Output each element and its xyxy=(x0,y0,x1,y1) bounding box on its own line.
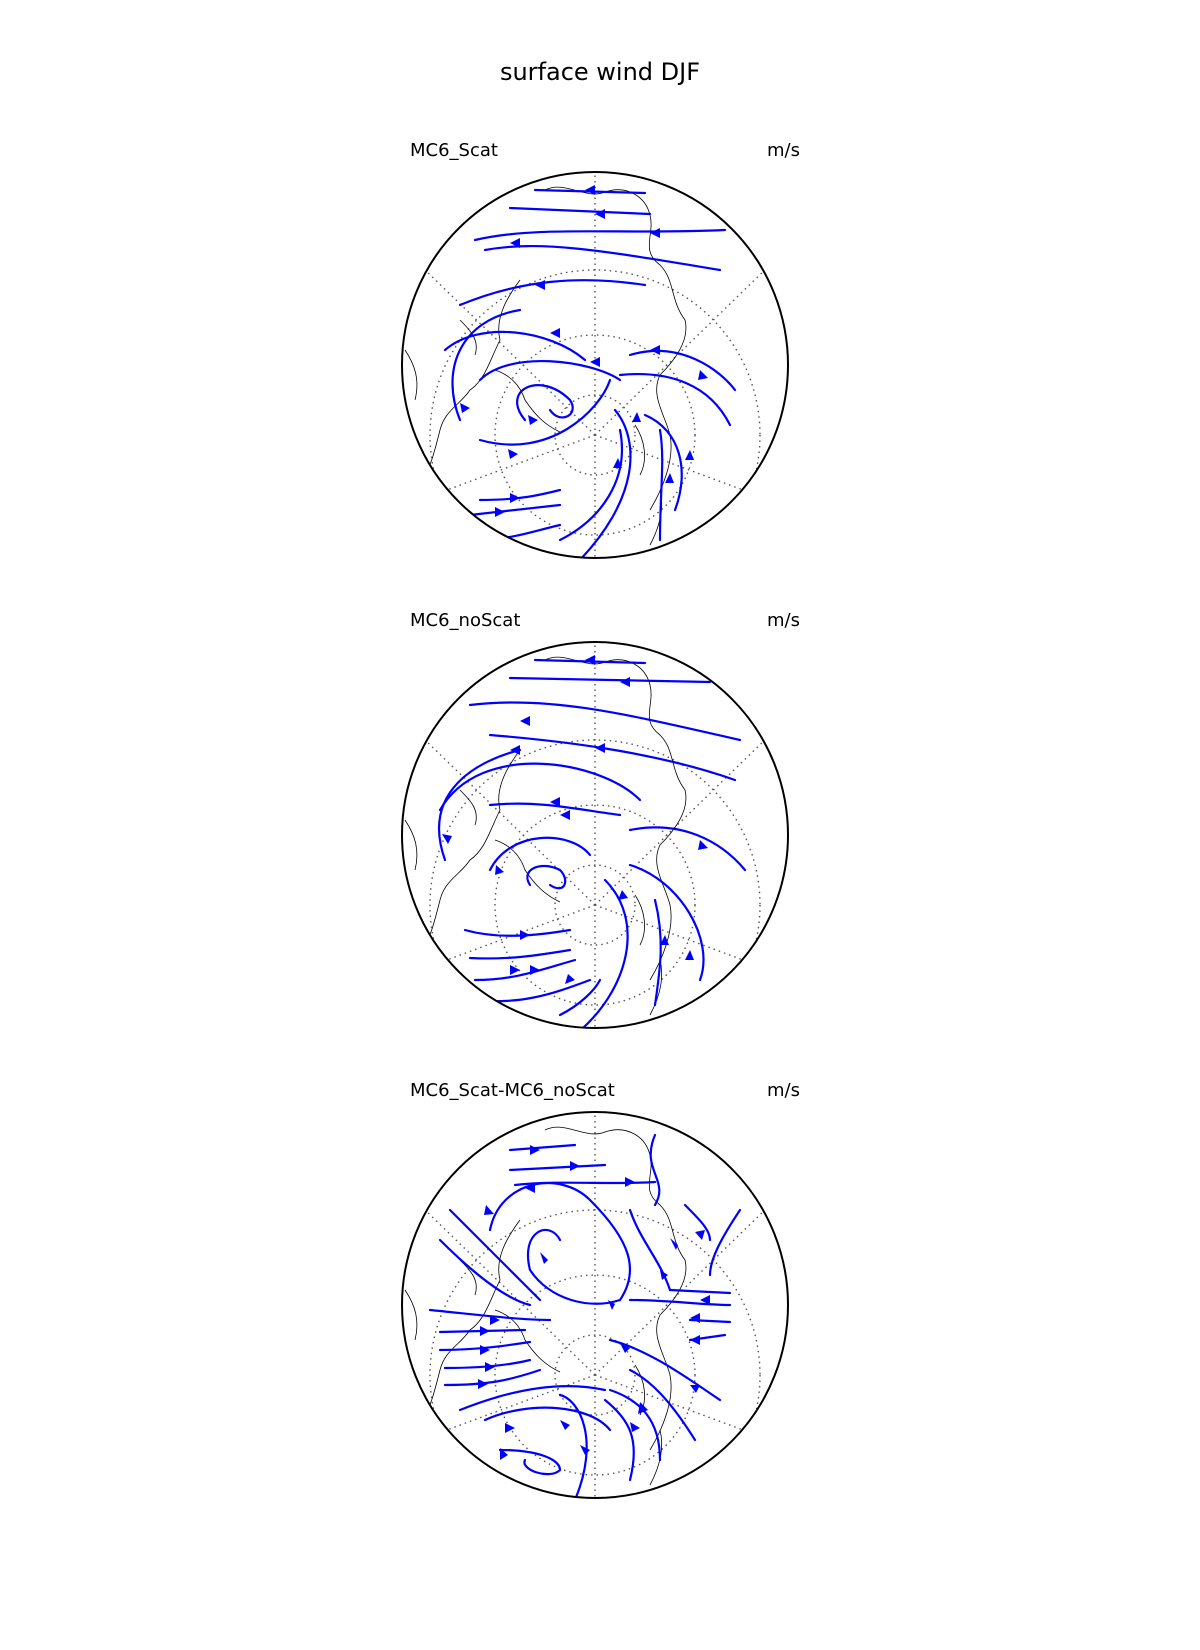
map-panel-difference: MC6_Scat-MC6_noScat m/s xyxy=(400,1080,800,1510)
panel-units: m/s xyxy=(767,1080,800,1101)
map-panel-scat: MC6_Scat m/s xyxy=(400,140,800,570)
gridlines xyxy=(419,642,771,1028)
polar-map xyxy=(400,170,800,570)
streamline-arrows xyxy=(460,185,708,544)
map-content xyxy=(404,1112,771,1498)
map-content xyxy=(404,642,771,1028)
map-boundary xyxy=(401,1111,789,1499)
gridlines xyxy=(419,1112,771,1498)
polar-map xyxy=(400,1110,800,1510)
streamline-arrows xyxy=(478,1145,710,1460)
map-boundary xyxy=(401,641,789,1029)
gridlines xyxy=(419,172,771,558)
figure-title: surface wind DJF xyxy=(499,58,701,86)
panel-title: MC6_Scat xyxy=(410,140,498,161)
panel-title: MC6_Scat-MC6_noScat xyxy=(410,1080,615,1101)
panel-units: m/s xyxy=(767,610,800,631)
polar-map xyxy=(400,640,800,1040)
coastlines xyxy=(404,656,687,1016)
streamline-arrows xyxy=(442,655,708,984)
panel-units: m/s xyxy=(767,140,800,161)
map-panel-noscat: MC6_noScat m/s xyxy=(400,610,800,1040)
map-content xyxy=(404,172,771,558)
streamline-map-svg xyxy=(401,641,789,1029)
map-boundary xyxy=(401,171,789,559)
streamlines xyxy=(443,188,737,558)
streamline-map-svg xyxy=(401,1111,789,1499)
streamline-map-svg xyxy=(401,171,789,559)
streamlines xyxy=(428,1133,742,1498)
panel-title: MC6_noScat xyxy=(410,610,521,631)
